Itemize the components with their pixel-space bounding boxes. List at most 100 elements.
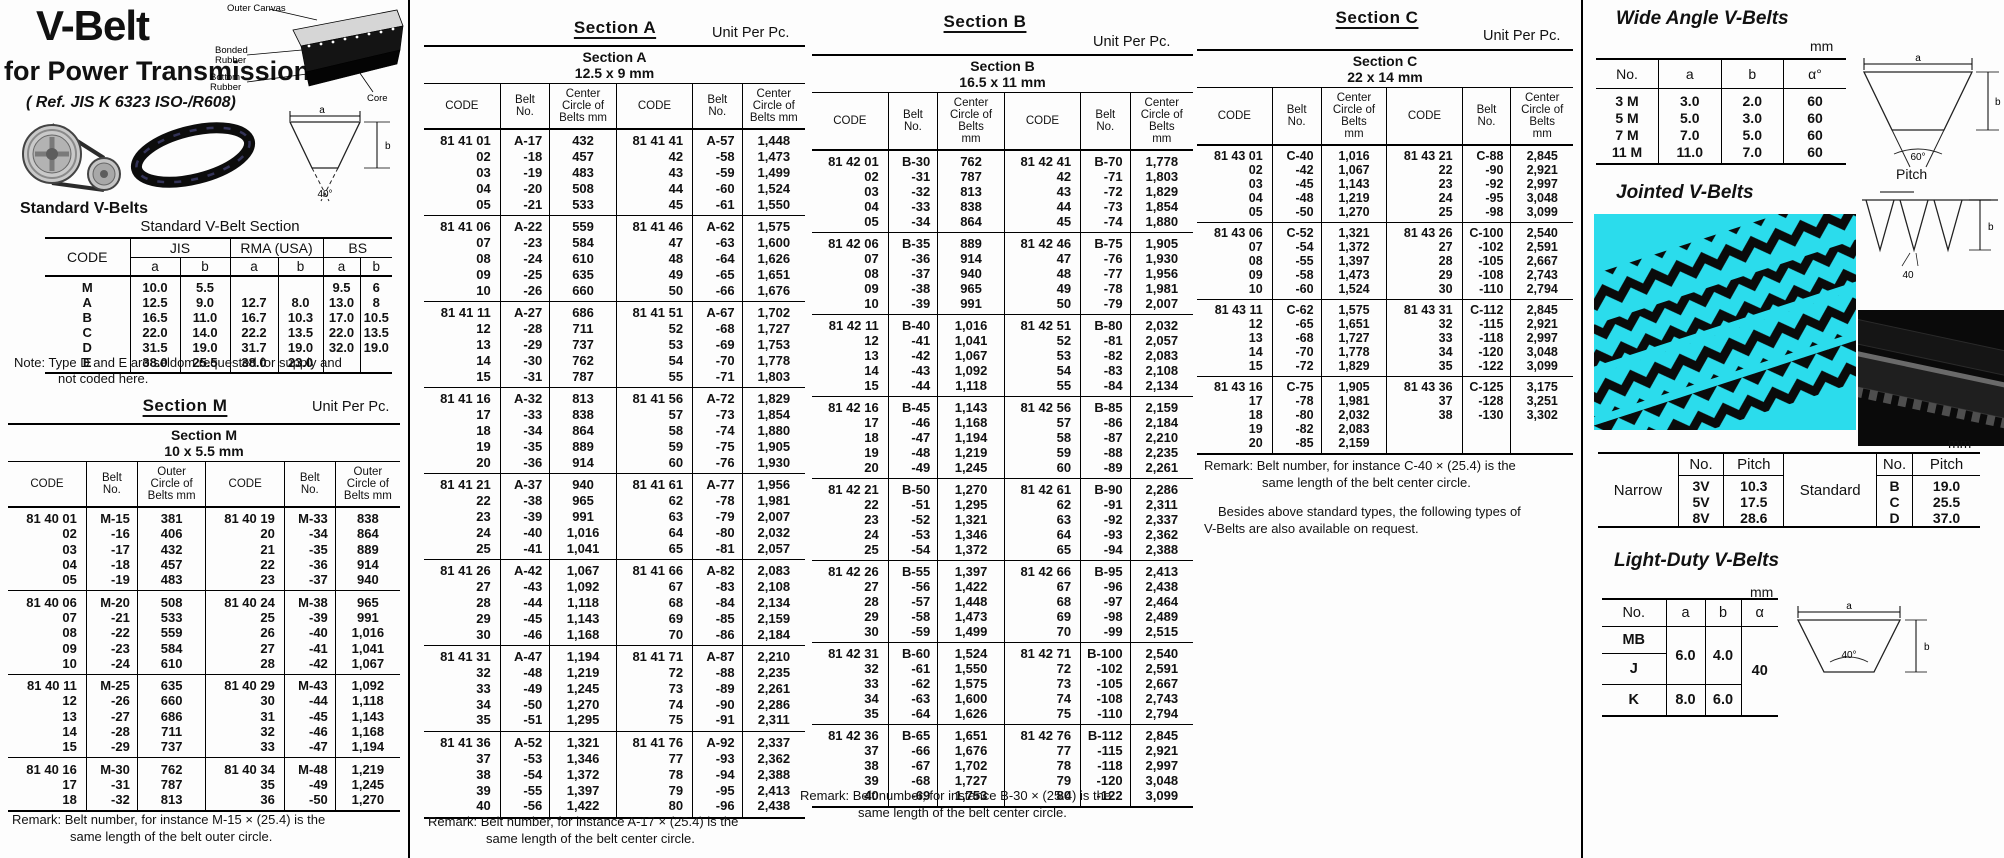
section-c-table: Section C 22 x 14 mm CODE Belt No. Center Ci… xyxy=(1197,49,1573,455)
code-cell: 54 xyxy=(1003,363,1081,378)
code-cell: 74 xyxy=(615,696,693,713)
belt-no-cell: -63 xyxy=(887,691,938,706)
code-cell: 81 40 06 xyxy=(8,590,87,610)
belt-no-cell: -90 xyxy=(692,696,743,713)
code-cell: 81 42 41 xyxy=(1003,149,1081,169)
belt-row: 15 -29 737 33 -47 1,194 xyxy=(8,739,400,758)
standard-cell: 16.7 xyxy=(229,310,279,325)
code-cell: 53 xyxy=(1003,348,1081,363)
belt-no-cell: -61 xyxy=(692,196,743,216)
code-cell: 81 41 41 xyxy=(615,128,693,149)
circle-cell: 2,210 xyxy=(741,644,805,665)
circle-cell: 838 xyxy=(937,199,1005,214)
code-cell: 47 xyxy=(615,234,693,251)
code-cell: 35 xyxy=(476,712,491,728)
code-cell: 27 xyxy=(864,579,879,594)
belt-no-cell: -55 xyxy=(499,782,550,799)
belt-no-cell: -68 xyxy=(692,320,743,337)
belt-row: 02 -31 787 42 -71 1,803 xyxy=(812,169,1193,184)
page-title: V-Belt xyxy=(36,2,150,49)
belt-row: 04 -20 508 44 -60 1,524 xyxy=(424,180,805,197)
circle-cell xyxy=(1510,436,1573,454)
circle-cell: 1,372 xyxy=(937,542,1005,561)
standard-cell: 22.0 xyxy=(129,325,180,340)
code-cell: 81 42 01 xyxy=(812,149,889,169)
group-header-row: CODE JIS RMA (USA) BS xyxy=(45,238,393,277)
circle-cell: 965 xyxy=(937,281,1005,296)
belt-row: 34 -50 1,270 74 -90 2,286 xyxy=(424,696,805,713)
circle-cell: 1,041 xyxy=(937,333,1005,348)
column-header: Center Circle of Belts mm xyxy=(937,92,1005,151)
circle-cell: 991 xyxy=(937,296,1005,315)
wide-column-header: α° xyxy=(1783,59,1846,89)
circle-cell: 2,540 xyxy=(1129,642,1193,661)
circle-cell: 2,997 xyxy=(1510,177,1573,191)
circle-cell: 1,727 xyxy=(937,773,1005,788)
belt-row: 02 -18 457 42 -58 1,473 xyxy=(424,148,805,165)
circle-cell: 1,676 xyxy=(741,282,805,302)
code-cell: 28 xyxy=(476,594,491,610)
belt-no-cell: -29 xyxy=(499,336,550,353)
code-cell: 12 xyxy=(864,333,879,348)
wide-cell: 7 M xyxy=(1615,126,1639,143)
belt-row: 37 -53 1,346 77 -93 2,362 xyxy=(424,750,805,767)
belt-no-cell: -42 xyxy=(1271,163,1322,177)
code-cell: 05 xyxy=(864,214,879,229)
code-cell: 15 xyxy=(62,739,77,755)
circle-cell: 660 xyxy=(136,693,206,709)
code-cell: 10 xyxy=(1248,282,1263,296)
belt-row: 33 -49 1,245 73 -89 2,261 xyxy=(424,680,805,697)
code-cell: 32 xyxy=(1386,317,1463,331)
belt-row: 30 -46 1,168 70 -86 2,184 xyxy=(424,626,805,646)
belt-no-cell: -79 xyxy=(1080,296,1131,315)
divider-right xyxy=(1581,0,1583,858)
section-name: Section A xyxy=(582,49,647,65)
circle-cell: 965 xyxy=(549,492,617,509)
circle-cell: 3,175 xyxy=(1510,376,1573,394)
circle-cell: 1,981 xyxy=(741,492,805,509)
code-cell: 63 xyxy=(615,508,693,525)
code-cell: 12 xyxy=(476,321,491,337)
code-cell: 81 41 76 xyxy=(615,730,693,751)
light-duty-unit: mm xyxy=(1750,584,1774,600)
belt-no-cell: -70 xyxy=(692,352,743,369)
belt-row: 81 42 21 B-50 1,270 81 42 61 B-90 2,286 xyxy=(812,478,1193,497)
circle-cell: 2,438 xyxy=(1129,579,1193,594)
belt-row: 12 -65 1,651 32 -115 2,921 xyxy=(1197,317,1573,331)
circle-cell: 889 xyxy=(334,541,400,557)
standard-cell: 25.5 xyxy=(179,355,231,373)
circle-cell: 940 xyxy=(937,266,1005,281)
code-cell: 08 xyxy=(476,250,491,266)
circle-cell: 2,210 xyxy=(1129,430,1193,445)
code-cell: 81 43 11 xyxy=(1197,299,1273,317)
cogged-belt-photo xyxy=(1858,310,2004,446)
belt-no-cell: -91 xyxy=(692,712,743,732)
code-cell: 81 41 66 xyxy=(615,558,693,579)
belt-no-cell: -24 xyxy=(85,655,138,675)
standard-cell: 5.5 xyxy=(179,276,231,295)
belt-no-cell: B-55 xyxy=(887,560,938,579)
wide-column-header: a xyxy=(1658,59,1721,89)
code-cell: 75 xyxy=(615,712,693,732)
pitch-value-cell: 25.5 xyxy=(1912,494,1980,510)
belt-no-cell: A-67 xyxy=(692,300,743,321)
code-cell: 33 xyxy=(205,739,285,758)
code-cell: 26 xyxy=(205,625,285,641)
belt-row: 08 -37 940 48 -77 1,956 xyxy=(812,266,1193,281)
code-cell: 14 xyxy=(1248,345,1263,359)
standard-cell: 31.5 xyxy=(129,340,180,355)
belt-no-cell: -81 xyxy=(692,540,743,560)
circle-cell: 483 xyxy=(136,572,206,591)
belt-no-cell: -68 xyxy=(887,773,938,788)
belt-row: 04 -48 1,219 24 -95 3,048 xyxy=(1197,191,1573,205)
section-c-remark: Remark: Belt number, for instance C-40 ×… xyxy=(1204,458,1516,490)
code-cell: 81 40 24 xyxy=(205,590,285,610)
code-cell xyxy=(1386,436,1463,454)
circle-cell: 1,575 xyxy=(1320,299,1387,317)
belt-no-cell: M-25 xyxy=(85,673,138,694)
belt-no-cell: -89 xyxy=(1080,460,1131,479)
standard-cell: 22.0 xyxy=(322,325,361,340)
wide-angle-table: No. a b α° 3 M 3.0 2.0 60 5 M 5.0 3.0 60 7 M 7.0 5.0 60… xyxy=(1596,58,1846,165)
belt-no-cell: -54 xyxy=(887,542,938,561)
circle-cell: 1,422 xyxy=(937,579,1005,594)
